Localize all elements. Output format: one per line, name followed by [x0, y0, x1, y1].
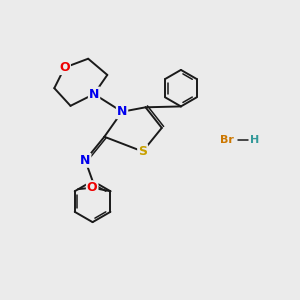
Text: N: N	[80, 154, 90, 167]
Text: O: O	[87, 181, 98, 194]
Text: H: H	[250, 135, 259, 145]
Text: Br: Br	[220, 135, 233, 145]
Text: S: S	[138, 145, 147, 158]
Text: O: O	[59, 61, 70, 74]
Text: N: N	[89, 88, 99, 100]
Text: N: N	[117, 105, 127, 118]
